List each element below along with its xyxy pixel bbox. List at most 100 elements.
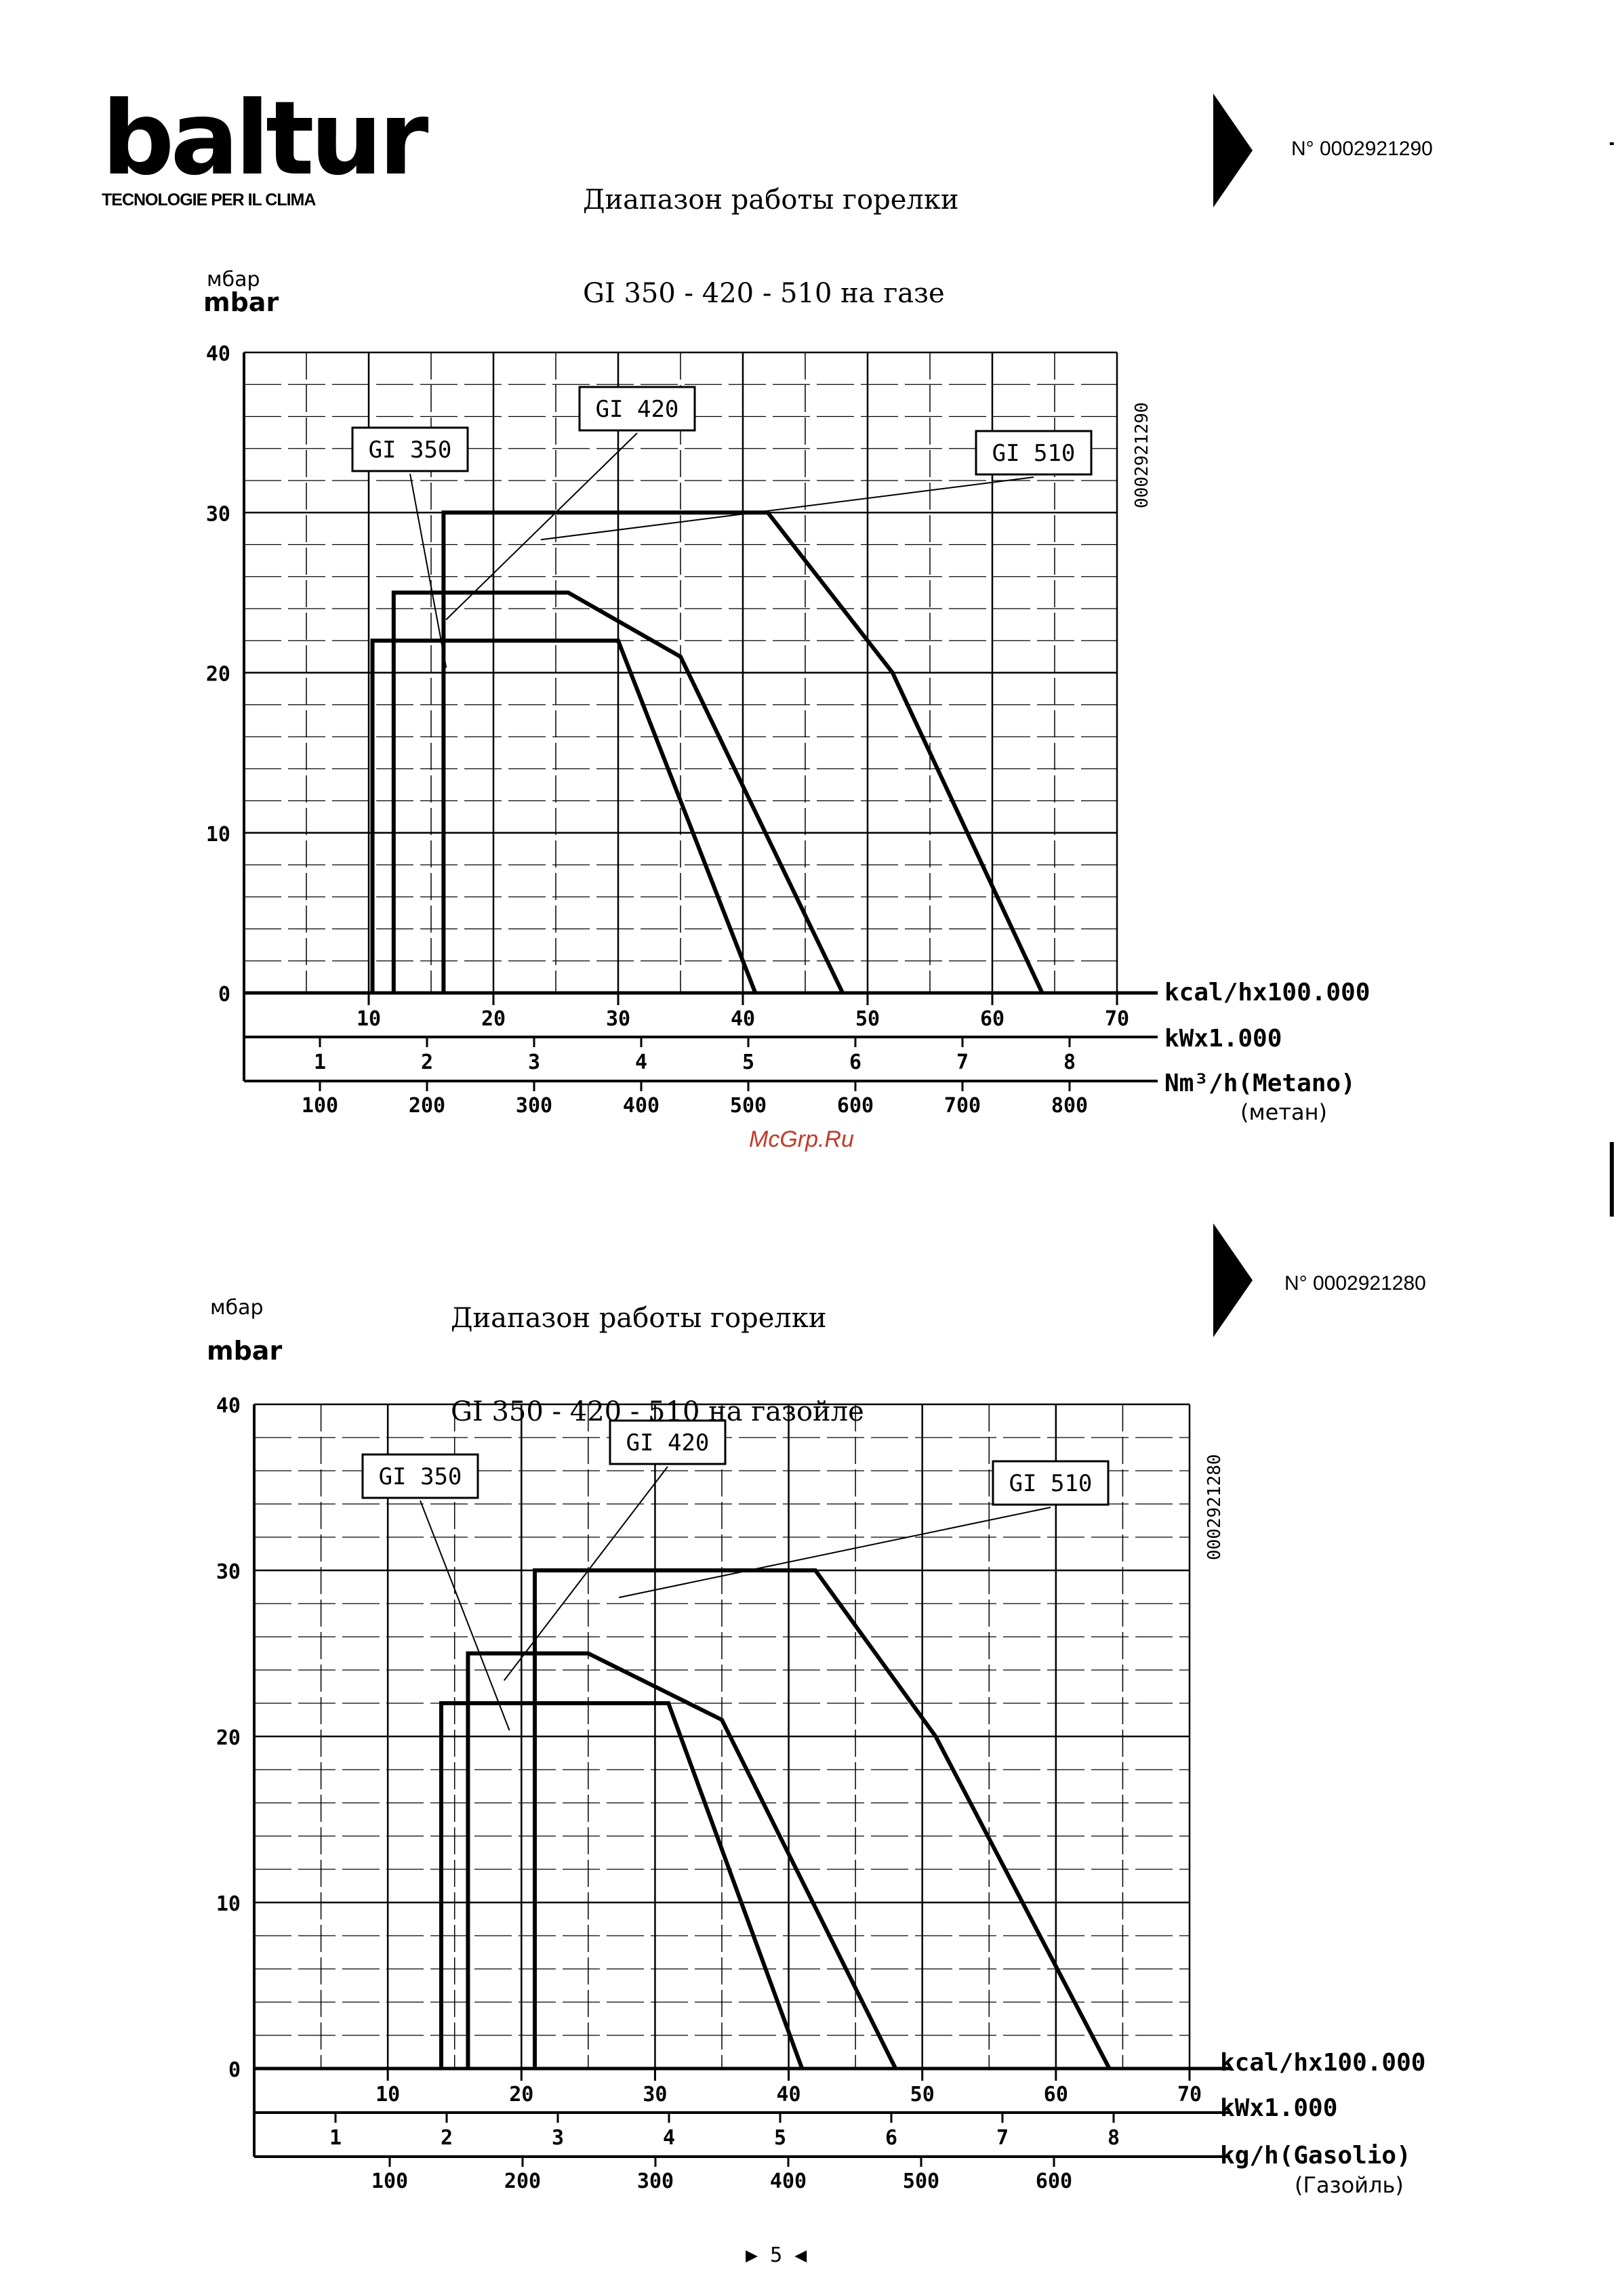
y-tick-label: 20 [216, 1726, 241, 1750]
x-tick-label-kw: 6 [885, 2126, 897, 2150]
x-tick-label-flow: 600 [837, 1094, 874, 1118]
series-gi-420-line [466, 1651, 897, 2070]
series-leader-line [540, 476, 1034, 541]
x-tick-label-kw: 8 [1063, 1051, 1076, 1074]
series-label: GI 420 [626, 1429, 710, 1457]
x-tick-label-flow: 200 [409, 1094, 445, 1118]
x-tick-label-kw: 3 [552, 2126, 564, 2150]
x-tick-label-kcal: 10 [375, 2083, 400, 2106]
series-label: GI 420 [596, 396, 679, 423]
x-tick-label-kcal: 30 [606, 1007, 630, 1031]
chart1-plot: 0 10 20 30 40 10 20 30 40 50 60 70 1 2 3 4 5 6 7 8 100 200 300… [206, 342, 1158, 1118]
series-gi-510-line [441, 510, 1044, 994]
series-leader-line [420, 1500, 510, 1731]
series-label: GI 510 [1009, 1470, 1093, 1497]
chart1-axis-label-kcal: kcal/hx100.000 [1164, 979, 1371, 1006]
side-doc-code: 0002921280 [1204, 1454, 1225, 1560]
chart2-y-unit-ru: мбар [210, 1296, 264, 1320]
x-tick-label-kcal: 60 [980, 1007, 1004, 1031]
x-tick-label-kcal: 50 [910, 2083, 935, 2106]
chart1-y-unit-ru: мбар [207, 268, 260, 291]
x-tick-label-kw: 2 [441, 2126, 453, 2150]
series-label-box [609, 1419, 727, 1465]
logo-tagline: TECNOLOGIE PER IL CLIMA [102, 190, 316, 209]
edge-mark [1610, 1142, 1614, 1217]
watermark: McGrp.Ru [749, 1126, 854, 1152]
x-tick-label-kcal: 40 [777, 2083, 801, 2106]
y-tick-label: 10 [206, 823, 230, 847]
series-gi-350-line [370, 638, 758, 994]
x-tick-label-kcal: 70 [1105, 1007, 1129, 1031]
series-leader-line [409, 473, 447, 668]
x-tick-label-flow: 200 [504, 2170, 541, 2193]
series-label-box [992, 1460, 1110, 1506]
x-tick-label-flow: 100 [371, 2170, 408, 2193]
x-tick-label-kw: 3 [528, 1051, 540, 1074]
arrow-marker-icon [1213, 1223, 1253, 1337]
page-number: ▶ 5 ◀ [746, 2243, 807, 2267]
x-tick-label-kw: 6 [849, 1051, 861, 1074]
x-tick-label-kcal: 10 [357, 1007, 381, 1031]
y-tick-label: 20 [206, 663, 230, 687]
chart1-title: Диапазон работы горелки GI 350 - 420 - 5… [583, 122, 959, 340]
series-gi-510-line [533, 1568, 1112, 2070]
chart2-title: Диапазон работы горелки GI 350 - 420 - 5… [451, 1240, 864, 1459]
x-tick-label-kw: 5 [742, 1051, 754, 1074]
series-leader-line [503, 1466, 668, 1682]
logo-wordmark: baltur [102, 80, 428, 198]
series-leader-line [445, 432, 638, 621]
chart1-axis-label-flow: Nm³/h(Metano) [1164, 1070, 1356, 1097]
x-tick-label-kcal: 60 [1044, 2083, 1068, 2106]
x-tick-label-kcal: 70 [1177, 2083, 1202, 2106]
series-label: GI 350 [369, 436, 452, 464]
y-tick-label: 0 [228, 2058, 241, 2082]
x-tick-label-kw: 1 [314, 1051, 326, 1074]
series-label: GI 350 [379, 1463, 462, 1490]
chart2-plot: 0 10 20 30 40 10 20 30 40 50 60 70 1 2 3 4 5 6 7 8 100 200 300… [216, 1394, 1230, 2193]
x-tick-label-kw: 7 [996, 2126, 1009, 2150]
x-tick-label-kw: 7 [956, 1051, 969, 1074]
chart1-axis-label-kw: kWx1.000 [1164, 1025, 1282, 1053]
x-tick-label-kw: 1 [329, 2126, 342, 2150]
x-tick-label-flow: 300 [516, 1094, 552, 1118]
x-tick-label-flow: 500 [730, 1094, 767, 1118]
series-gi-420-line [391, 590, 845, 994]
series-label-box [578, 386, 696, 432]
x-tick-label-kcal: 40 [731, 1007, 755, 1031]
y-tick-label: 30 [206, 502, 230, 526]
baltur-logo: baltur TECNOLOGIE PER IL CLIMA [102, 88, 428, 213]
series-label-box [975, 430, 1093, 476]
chart2-y-unit: mbar [207, 1336, 283, 1366]
y-tick-label: 10 [216, 1892, 241, 1916]
chart1-title-line2: GI 350 - 420 - 510 на газе [583, 278, 945, 309]
x-tick-label-kcal: 30 [643, 2083, 667, 2106]
x-tick-label-kcal: 50 [855, 1007, 880, 1031]
y-tick-label: 40 [206, 342, 230, 366]
x-tick-label-flow: 400 [623, 1094, 659, 1118]
x-tick-label-kw: 5 [774, 2126, 786, 2150]
y-tick-label: 40 [216, 1394, 241, 1418]
chart2-axis-label-kw: kWx1.000 [1220, 2094, 1338, 2122]
x-tick-label-flow: 600 [1036, 2170, 1072, 2193]
x-tick-label-kw: 2 [421, 1051, 433, 1074]
chart2-axis-label-kcal: kcal/hx100.000 [1220, 2049, 1426, 2077]
chart2-doc-number: N° 0002921280 [1284, 1272, 1426, 1295]
series-label: GI 510 [992, 440, 1076, 467]
x-tick-label-kcal: 20 [481, 1007, 506, 1031]
series-label-box [361, 1453, 479, 1499]
x-tick-label-kcal: 20 [509, 2083, 533, 2106]
x-tick-label-flow: 400 [770, 2170, 807, 2193]
x-tick-label-kw: 4 [635, 1051, 647, 1074]
chart1-doc-number: N° 0002921290 [1291, 138, 1433, 160]
chart2-axis-label-flow: kg/h(Gasolio) [1220, 2142, 1411, 2170]
y-tick-label: 30 [216, 1560, 241, 1584]
x-tick-label-flow: 300 [637, 2170, 674, 2193]
series-label-box [351, 426, 469, 472]
side-doc-code: 0002921290 [1132, 402, 1152, 508]
chart1-axis-label-flow-ru: (метан) [1240, 1099, 1327, 1125]
x-tick-label-kw: 4 [663, 2126, 675, 2150]
edge-mark [1610, 142, 1614, 145]
x-tick-label-kw: 8 [1108, 2126, 1120, 2150]
chart2-title-line1: Диапазон работы горелки [451, 1303, 827, 1334]
chart1-y-unit: mbar [203, 287, 279, 317]
